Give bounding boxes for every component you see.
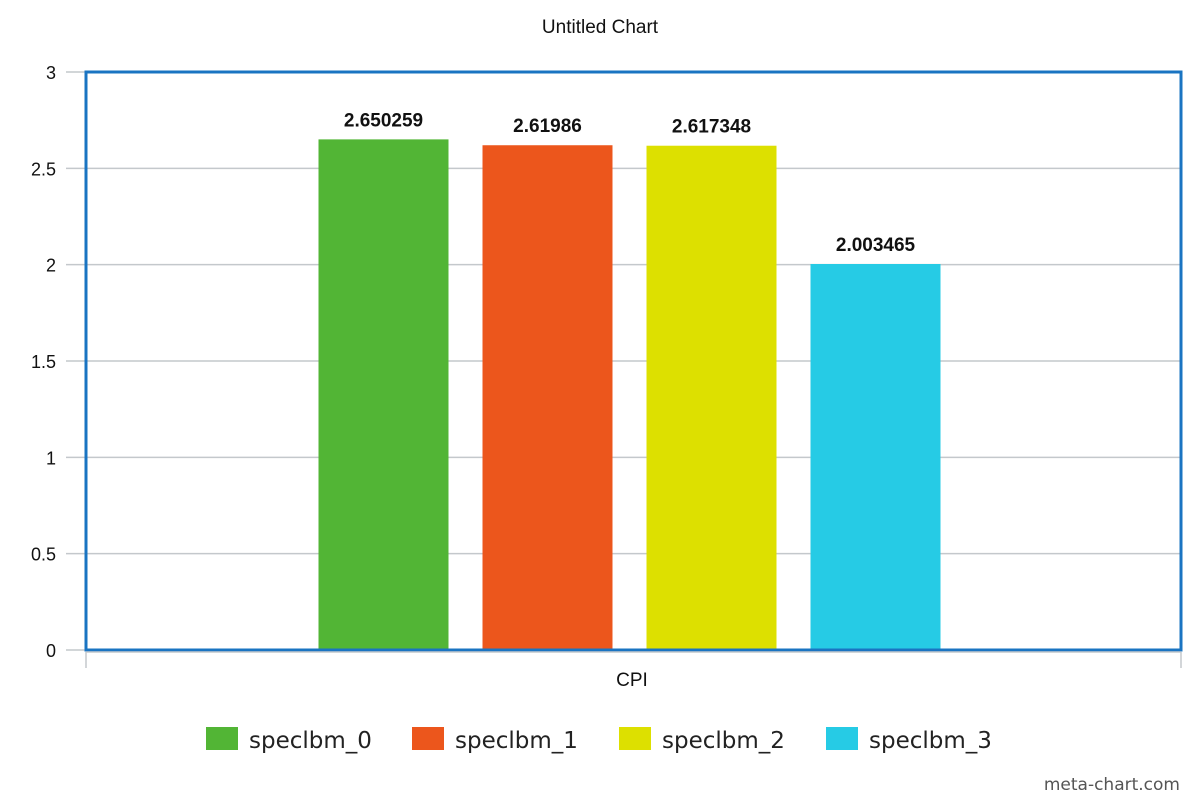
y-tick-label: 2 <box>46 256 56 276</box>
legend-swatch <box>619 727 651 750</box>
legend-item-speclbm_3[interactable]: speclbm_3 <box>826 727 992 754</box>
bar-speclbm_0[interactable] <box>318 139 449 649</box>
plot-border <box>84 70 1183 652</box>
y-axis-ticks: 0 0.5 1 1.5 2 2.5 3 <box>31 63 86 661</box>
legend-label: speclbm_1 <box>455 728 578 754</box>
data-label-speclbm_3: 2.003465 <box>836 235 916 256</box>
legend-swatch <box>826 727 858 750</box>
data-labels: 2.650259 2.61986 2.617348 2.003465 <box>344 110 916 256</box>
bar-speclbm_1[interactable] <box>482 145 613 649</box>
y-tick-label: 0 <box>46 641 56 661</box>
legend-item-speclbm_2[interactable]: speclbm_2 <box>619 727 785 754</box>
legend-label: speclbm_0 <box>249 728 372 754</box>
legend-label: speclbm_2 <box>662 728 785 754</box>
chart-title: Untitled Chart <box>542 17 659 38</box>
legend-label: speclbm_3 <box>869 728 992 754</box>
y-tick-label: 2.5 <box>31 159 56 179</box>
bars <box>318 139 941 649</box>
y-tick-label: 1.5 <box>31 352 56 372</box>
y-tick-label: 0.5 <box>31 545 56 565</box>
legend-swatch <box>206 727 238 750</box>
gridlines <box>86 71 1181 651</box>
y-tick-label: 1 <box>46 448 56 468</box>
y-tick-label: 3 <box>46 63 56 83</box>
data-label-speclbm_0: 2.650259 <box>344 110 423 131</box>
legend-swatch <box>412 727 444 750</box>
x-category-label: CPI <box>616 670 648 691</box>
x-axis: CPI <box>85 651 1182 691</box>
watermark: meta-chart.com <box>1044 775 1180 795</box>
data-label-speclbm_1: 2.61986 <box>513 116 582 137</box>
legend: speclbm_0 speclbm_1 speclbm_2 speclbm_3 <box>206 727 992 754</box>
bar-speclbm_2[interactable] <box>646 145 777 649</box>
data-label-speclbm_2: 2.617348 <box>672 117 751 138</box>
legend-item-speclbm_1[interactable]: speclbm_1 <box>412 727 578 754</box>
bar-speclbm_3[interactable] <box>810 263 941 649</box>
legend-item-speclbm_0[interactable]: speclbm_0 <box>206 727 372 754</box>
